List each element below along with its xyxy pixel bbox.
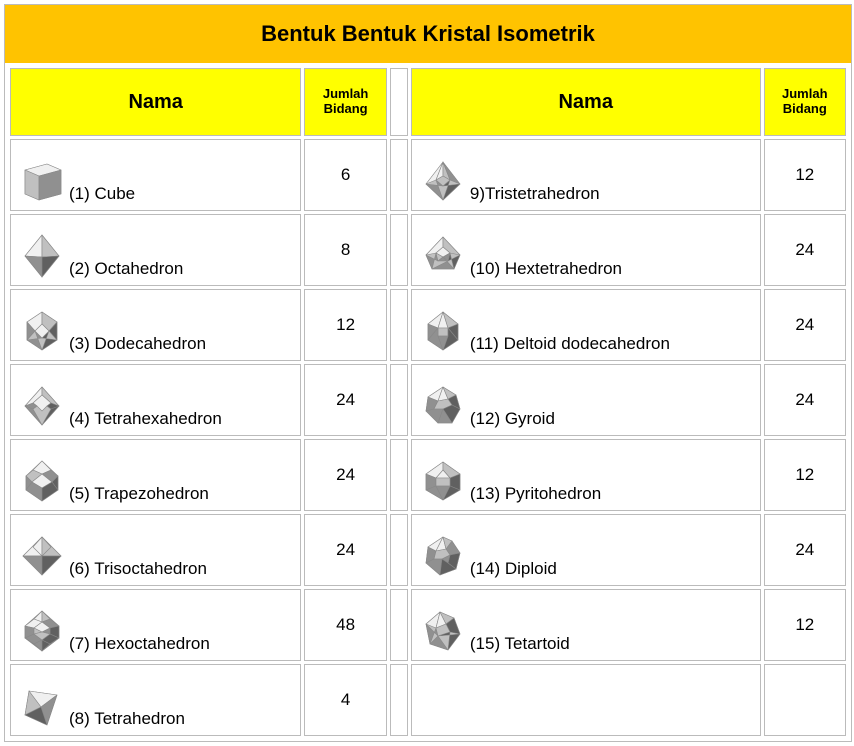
table-content: Nama Jumlah Bidang Nama Jumlah Bidang (1… (5, 63, 851, 741)
name-cell-left: (5) Trapezohedron (10, 439, 301, 511)
spacer-cell (390, 364, 408, 436)
name-cell-right: (12) Gyroid (411, 364, 761, 436)
crystal-name: (14) Diploid (470, 559, 557, 581)
crystal-icon (418, 156, 468, 206)
name-cell-left: (4) Tetrahexahedron (10, 364, 301, 436)
name-cell-left: (8) Tetrahedron (10, 664, 301, 736)
faces-cell-left: 24 (304, 514, 386, 586)
crystal-name: (4) Tetrahexahedron (69, 409, 222, 431)
name-cell-right: 9)Tristetrahedron (411, 139, 761, 211)
crystal-icon (418, 531, 468, 581)
col-header-faces-right: Jumlah Bidang (764, 68, 846, 136)
col-header-name-right: Nama (411, 68, 761, 136)
faces-cell-right: 24 (764, 514, 846, 586)
crystal-icon (418, 306, 468, 356)
crystal-name: (10) Hextetrahedron (470, 259, 622, 281)
col-header-spacer (390, 68, 408, 136)
name-cell-left: (7) Hexoctahedron (10, 589, 301, 661)
spacer-cell (390, 514, 408, 586)
faces-cell-right: 24 (764, 364, 846, 436)
faces-cell-right: 12 (764, 589, 846, 661)
name-cell-right: (13) Pyritohedron (411, 439, 761, 511)
faces-cell-right: 12 (764, 439, 846, 511)
crystal-icon (17, 306, 67, 356)
spacer-cell (390, 139, 408, 211)
name-cell-left: (2) Octahedron (10, 214, 301, 286)
faces-cell-left: 6 (304, 139, 386, 211)
crystal-icon (418, 231, 468, 281)
crystal-icon (17, 156, 67, 206)
crystal-icon (17, 381, 67, 431)
name-cell-left: (6) Trisoctahedron (10, 514, 301, 586)
crystal-icon (17, 531, 67, 581)
faces-cell-left: 48 (304, 589, 386, 661)
crystal-icon (418, 456, 468, 506)
faces-cell-right: 24 (764, 289, 846, 361)
crystal-icon (17, 606, 67, 656)
crystal-name: (8) Tetrahedron (69, 709, 185, 731)
faces-cell-left: 4 (304, 664, 386, 736)
name-cell-right (411, 664, 761, 736)
faces-cell-left: 24 (304, 439, 386, 511)
crystal-name: (3) Dodecahedron (69, 334, 206, 356)
faces-cell-right: 24 (764, 214, 846, 286)
table-row: (3) Dodecahedron 12 (11) Deltoid dodecahed… (10, 289, 846, 361)
table-row: (8) Tetrahedron 4 (10, 664, 846, 736)
table-row: (7) Hexoctahedron 48 (15) Tetartoid 12 (10, 589, 846, 661)
faces-cell-left: 8 (304, 214, 386, 286)
table-row: (6) Trisoctahedron 24 (14) Diploid 24 (10, 514, 846, 586)
crystal-name: (15) Tetartoid (470, 634, 570, 656)
faces-cell-right (764, 664, 846, 736)
crystal-icon (17, 456, 67, 506)
crystal-name: (7) Hexoctahedron (69, 634, 210, 656)
spacer-cell (390, 589, 408, 661)
col-header-name-left: Nama (10, 68, 301, 136)
crystal-icon (17, 681, 67, 731)
col-header-faces-left: Jumlah Bidang (304, 68, 386, 136)
name-cell-left: (3) Dodecahedron (10, 289, 301, 361)
crystal-table: Nama Jumlah Bidang Nama Jumlah Bidang (1… (7, 65, 849, 739)
spacer-cell (390, 664, 408, 736)
name-cell-right: (10) Hextetrahedron (411, 214, 761, 286)
crystal-icon (418, 381, 468, 431)
table-header-row: Nama Jumlah Bidang Nama Jumlah Bidang (10, 68, 846, 136)
spacer-cell (390, 214, 408, 286)
name-cell-right: (15) Tetartoid (411, 589, 761, 661)
faces-cell-left: 12 (304, 289, 386, 361)
crystal-name: (12) Gyroid (470, 409, 555, 431)
crystal-icon (17, 231, 67, 281)
faces-cell-right: 12 (764, 139, 846, 211)
crystal-icon (418, 606, 468, 656)
table-row: (4) Tetrahexahedron 24 (12) Gyroid 24 (10, 364, 846, 436)
crystal-name: (6) Trisoctahedron (69, 559, 207, 581)
spacer-cell (390, 439, 408, 511)
table-row: (5) Trapezohedron 24 (13) Pyritohedron 12 (10, 439, 846, 511)
crystal-name: (13) Pyritohedron (470, 484, 601, 506)
faces-cell-left: 24 (304, 364, 386, 436)
crystal-name: (2) Octahedron (69, 259, 183, 281)
crystal-name: (1) Cube (69, 184, 135, 206)
name-cell-left: (1) Cube (10, 139, 301, 211)
page-title: Bentuk Bentuk Kristal Isometrik (5, 5, 851, 63)
crystal-name: (5) Trapezohedron (69, 484, 209, 506)
crystal-table-container: Bentuk Bentuk Kristal Isometrik Nama Jum… (4, 4, 852, 742)
table-row: (1) Cube 6 9)Tristetrahedron 12 (10, 139, 846, 211)
table-row: (2) Octahedron 8 (10) Hextetrahedron 24 (10, 214, 846, 286)
crystal-name: (11) Deltoid dodecahedron (470, 334, 670, 356)
name-cell-right: (11) Deltoid dodecahedron (411, 289, 761, 361)
name-cell-right: (14) Diploid (411, 514, 761, 586)
crystal-name: 9)Tristetrahedron (470, 184, 600, 206)
spacer-cell (390, 289, 408, 361)
